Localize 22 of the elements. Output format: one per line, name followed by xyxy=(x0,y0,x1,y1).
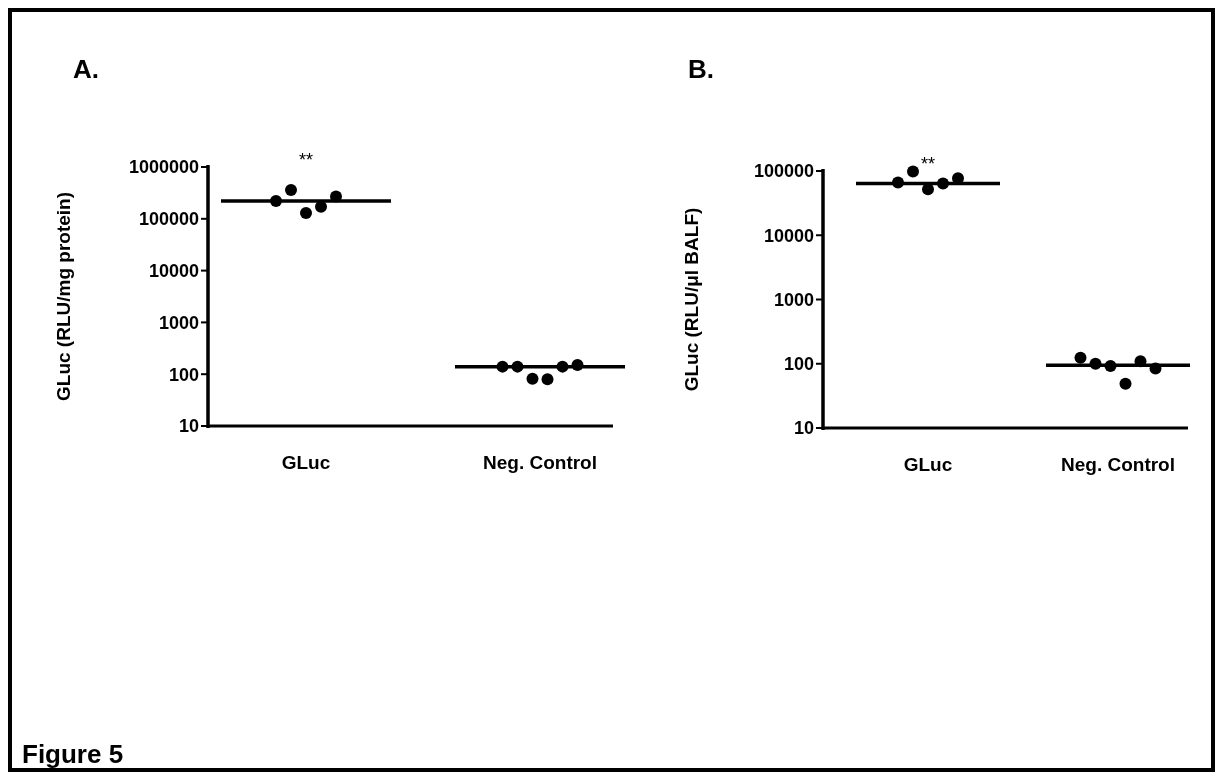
x-tick-label: Neg. Control xyxy=(1061,454,1175,475)
y-tick-label: 1000000 xyxy=(128,157,199,178)
y-tick-label: 10000 xyxy=(148,260,199,281)
y-tick-label: 1000 xyxy=(158,312,199,333)
y-axis-title: GLuc (RLU/μl BALF) xyxy=(681,207,702,392)
y-axis-title: GLuc (RLU/mg protein) xyxy=(53,192,74,401)
caption: Figure 5 xyxy=(22,739,124,769)
y-tick-label: 100 xyxy=(168,364,199,385)
y-tick-label: 100000 xyxy=(753,161,814,182)
chart-title: A. xyxy=(73,54,99,84)
annotation: ** xyxy=(920,154,936,174)
x-tick-label: GLuc xyxy=(281,452,331,473)
x-tick-label: GLuc xyxy=(903,454,953,475)
y-tick-label: 10 xyxy=(178,416,199,437)
y-tick-label: 100000 xyxy=(138,209,199,230)
chart-title: B. xyxy=(688,54,714,84)
y-tick-label: 1000 xyxy=(773,289,814,310)
annotation: ** xyxy=(298,150,314,170)
y-tick-label: 10000 xyxy=(763,225,814,246)
y-tick-label: 100 xyxy=(783,354,814,375)
x-tick-label: Neg. Control xyxy=(483,452,597,473)
y-tick-label: 10 xyxy=(793,418,814,439)
